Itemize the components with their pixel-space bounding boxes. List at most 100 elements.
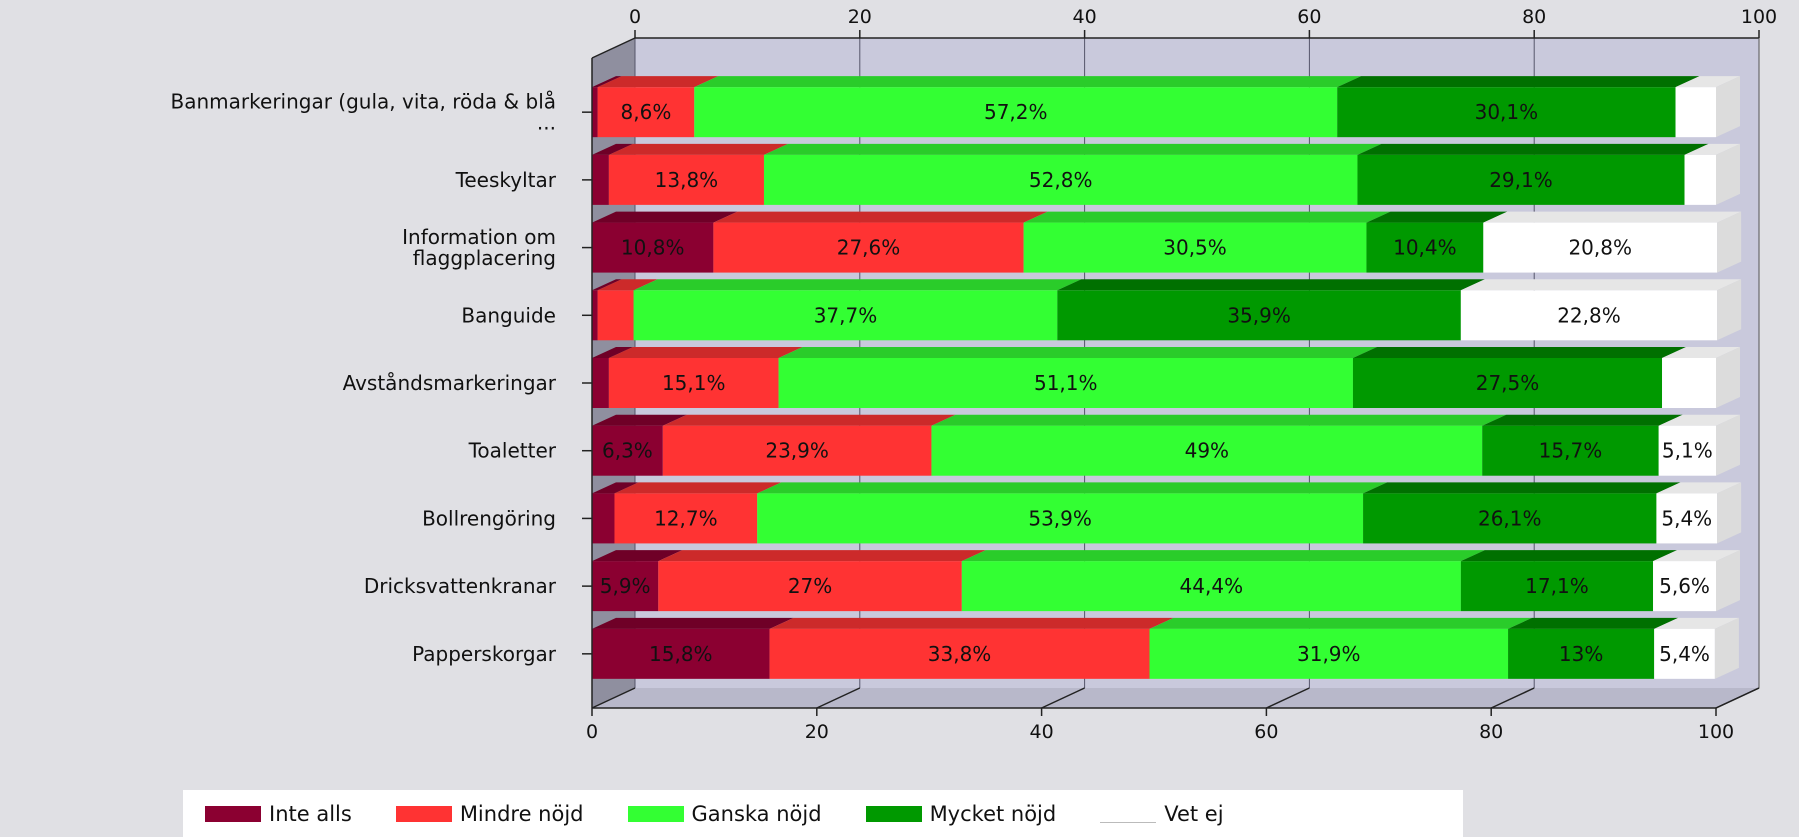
category-label: Banmarkeringar (gula, vita, röda & blå <box>171 90 556 114</box>
data-label: 17,1% <box>1525 574 1589 598</box>
bar-segment-top <box>1653 550 1740 562</box>
data-label: 27,6% <box>837 236 901 260</box>
floor-gridline <box>1490 687 1535 709</box>
legend-item: Mindre nöjd <box>395 802 584 826</box>
bar-segment <box>1057 290 1461 341</box>
bar-segment <box>1357 154 1685 205</box>
bar-segment-top <box>778 347 1377 358</box>
data-label: 13,8% <box>655 168 719 192</box>
bar-segment <box>592 154 609 205</box>
category-label: Toaletter <box>468 439 557 463</box>
bar-segment-top <box>597 279 658 291</box>
data-label: 5,4% <box>1659 642 1710 666</box>
top-tick-label: 60 <box>1297 6 1321 28</box>
bar-segment <box>1366 222 1484 273</box>
bar-segment <box>1508 628 1655 679</box>
bar-segment-top <box>592 482 639 494</box>
bar-segment <box>658 561 962 612</box>
bar-segment <box>961 561 1461 612</box>
legend-label: Mycket nöjd <box>929 801 1057 826</box>
bar-segment <box>1352 358 1663 408</box>
data-label: 35,9% <box>1227 303 1291 327</box>
bar-segment <box>931 425 1483 476</box>
bar-segment <box>713 222 1024 273</box>
data-label: 15,8% <box>649 642 713 666</box>
data-label: 57,2% <box>984 100 1048 124</box>
bar-segment <box>597 290 634 341</box>
bar-segment <box>662 425 932 476</box>
legend-item: Inte alls <box>205 802 352 826</box>
bar-segment <box>1460 290 1718 341</box>
category-label: Information om <box>402 225 556 249</box>
bar-segment-top <box>608 347 803 358</box>
axes: 0 0 20 20 40 40 60 60 80 80 100 100 Banmarkeringar (… <box>171 6 1778 743</box>
data-label: 33,8% <box>928 642 992 666</box>
legend-label: Inte alls <box>269 801 352 826</box>
floor-gridline <box>591 687 636 709</box>
bar-segment <box>1658 425 1716 476</box>
bar-segment-top <box>713 211 1048 223</box>
bar-segment <box>1662 358 1716 408</box>
top-tick-label: 20 <box>848 6 872 28</box>
bottom-tick-label: 60 <box>1254 721 1278 743</box>
bar-segment <box>1337 87 1676 138</box>
floor-gridline <box>1266 687 1310 709</box>
bar-segment-top <box>1460 550 1678 562</box>
data-label: 30,1% <box>1475 100 1539 124</box>
bar-segment <box>592 87 598 138</box>
bar-side-face <box>1717 279 1742 341</box>
top-tick-label: 100 <box>1741 6 1777 28</box>
bar-segment-top <box>1684 143 1740 155</box>
bar-side-face <box>1714 617 1739 679</box>
bar-segment <box>608 154 764 205</box>
bar-segment-top <box>961 550 1485 562</box>
bar-side-face <box>1717 482 1742 544</box>
category-label: Banguide <box>461 303 556 327</box>
bar-segment <box>597 87 695 138</box>
bar-segment-top <box>769 617 1174 629</box>
data-label: 49% <box>1185 439 1229 463</box>
bottom-tick-label: 100 <box>1698 721 1734 743</box>
data-label: 37,7% <box>814 303 878 327</box>
bar-segment-top <box>1654 617 1739 629</box>
data-label: 8,6% <box>621 100 672 124</box>
bar-segment-top <box>658 550 986 562</box>
bar-segment-top <box>694 76 1362 88</box>
bar-segment <box>1675 87 1716 138</box>
data-label: 27,5% <box>1476 371 1540 395</box>
bar-segment-top <box>592 76 622 88</box>
data-label: 10,8% <box>621 236 685 260</box>
bottom-tick-label: 40 <box>1030 721 1054 743</box>
bar-segment <box>1482 425 1659 476</box>
bar-segment <box>633 290 1058 341</box>
bar-segment <box>1483 222 1718 273</box>
bar-segment <box>592 561 659 612</box>
bar-segment <box>1023 222 1367 273</box>
bar-segment <box>592 493 615 544</box>
bottom-right-edge <box>1715 687 1760 709</box>
bar-side-face <box>1716 414 1740 476</box>
legend-swatch <box>395 805 452 822</box>
data-label: 13% <box>1559 642 1603 666</box>
bottom-tick-label: 80 <box>1479 721 1503 743</box>
bar-segment <box>614 493 758 544</box>
legend-item: Ganska nöjd <box>627 802 822 826</box>
bar-segment <box>1656 493 1718 544</box>
bar-segment-top <box>1149 617 1533 629</box>
data-label: 27% <box>788 574 832 598</box>
bar-segment-top <box>1057 279 1485 291</box>
top-tick-label: 40 <box>1073 6 1097 28</box>
bar-segment <box>1363 493 1657 544</box>
bar-segment-top <box>597 76 719 88</box>
bar-segment-top <box>757 482 1388 494</box>
bar-segment <box>1654 628 1715 679</box>
legend-swatch <box>865 805 922 822</box>
legend-label: Vet ej <box>1164 801 1224 826</box>
data-label: 29,1% <box>1489 168 1553 192</box>
bar-segment-top <box>1662 347 1740 358</box>
data-label: 20,8% <box>1568 236 1632 260</box>
category-label: Teeskyltar <box>455 168 557 192</box>
bar-segment-top <box>1675 76 1740 88</box>
data-label: 22,8% <box>1557 303 1621 327</box>
bar-segment-top <box>1656 482 1742 494</box>
